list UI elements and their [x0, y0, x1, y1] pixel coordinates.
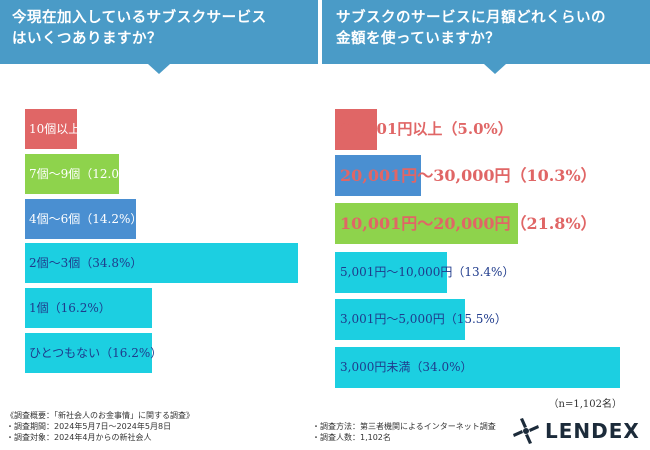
- chart1-data-label-5: 1個（16.2%）: [29, 301, 111, 315]
- chart2-data-label-6: 3,000円未満（34.0%）: [340, 360, 473, 374]
- chart2-bar-6: [335, 347, 620, 388]
- right-banner-pointer: [484, 64, 506, 74]
- chart1-data-label-6: ひとつもない（16.2%）: [29, 346, 163, 360]
- left-title-line-2: はいくつありますか？: [12, 31, 162, 47]
- footnote-line: ・調査期間：2024年5月7日〜2024年5月8日: [6, 422, 172, 431]
- chart1-bar-4: [25, 243, 298, 283]
- right-title-line-1: サブスクのサービスに月額どれくらいの: [336, 10, 606, 26]
- chart2-bar-5: [335, 299, 465, 340]
- chart1-bar-1: [25, 109, 77, 149]
- footnote-line: ・調査方法：第三者機関によるインターネット調査: [312, 422, 496, 431]
- chart2-bar-1: [335, 109, 377, 150]
- chart2-data-label-2: 20,001円〜30,000円（10.3%）: [340, 166, 597, 185]
- lendex-logo-icon: [513, 418, 539, 444]
- chart2-bar-2: [335, 155, 421, 196]
- survey-overview-notes: 《調査概要：「新社会人のお金事情」に関する調査》 ・調査期間：2024年5月7日…: [6, 410, 194, 443]
- chart1-bar-5: [25, 288, 152, 328]
- left-question-banner: 今現在加入しているサブスクサービス はいくつありますか？: [0, 0, 318, 64]
- chart1-data-label-3: 4個〜6個（14.2%）: [29, 212, 143, 226]
- chart1-data-label-4: 2個〜3個（34.8%）: [29, 256, 143, 270]
- left-title-line-1: 今現在加入しているサブスクサービス: [12, 10, 267, 26]
- chart2-data-label-3: 10,001円〜20,000円（21.8%）: [340, 214, 597, 233]
- chart2-data-label-4: 5,001円〜10,000円（13.4%）: [340, 265, 515, 279]
- footnote-line: ・調査人数：1,102名: [312, 433, 391, 442]
- lendex-logo: LENDEX: [512, 416, 640, 446]
- chart2-bar-4: [335, 252, 447, 293]
- chart2-bar-3: [335, 203, 518, 244]
- sample-size-note: （n=1,102名）: [548, 399, 622, 410]
- right-question-banner: サブスクのサービスに月額どれくらいの 金額を使っていますか？: [322, 0, 650, 64]
- survey-method-notes: ・調査方法：第三者機関によるインターネット調査 ・調査人数：1,102名: [312, 421, 496, 443]
- footnote-line: 《調査概要：「新社会人のお金事情」に関する調査》: [6, 411, 194, 420]
- chart1-data-label-1: 10個以上（6.6%）: [29, 122, 135, 136]
- charts-container: 10個以上（6.6%） 7個〜9個（12.0%） 4個〜6個（14.2%） 2個〜3個…: [25, 109, 620, 388]
- chart2-data-label-1: 30,001円以上（5.0%）: [340, 120, 513, 138]
- chart2-data-label-5: 3,001円〜5,000円（15.5%）: [340, 312, 507, 326]
- chart1-data-label-2: 7個〜9個（12.0%）: [29, 167, 143, 181]
- left-banner-pointer: [148, 64, 170, 74]
- chart1-bar-2: [25, 154, 119, 194]
- logo-text: LENDEX: [545, 419, 640, 443]
- chart1-bar-6: [25, 333, 152, 373]
- chart1-bar-3: [25, 199, 136, 239]
- footnote-line: ・調査対象：2024年4月からの新社会人: [6, 433, 152, 442]
- right-title-line-2: 金額を使っていますか？: [336, 31, 501, 47]
